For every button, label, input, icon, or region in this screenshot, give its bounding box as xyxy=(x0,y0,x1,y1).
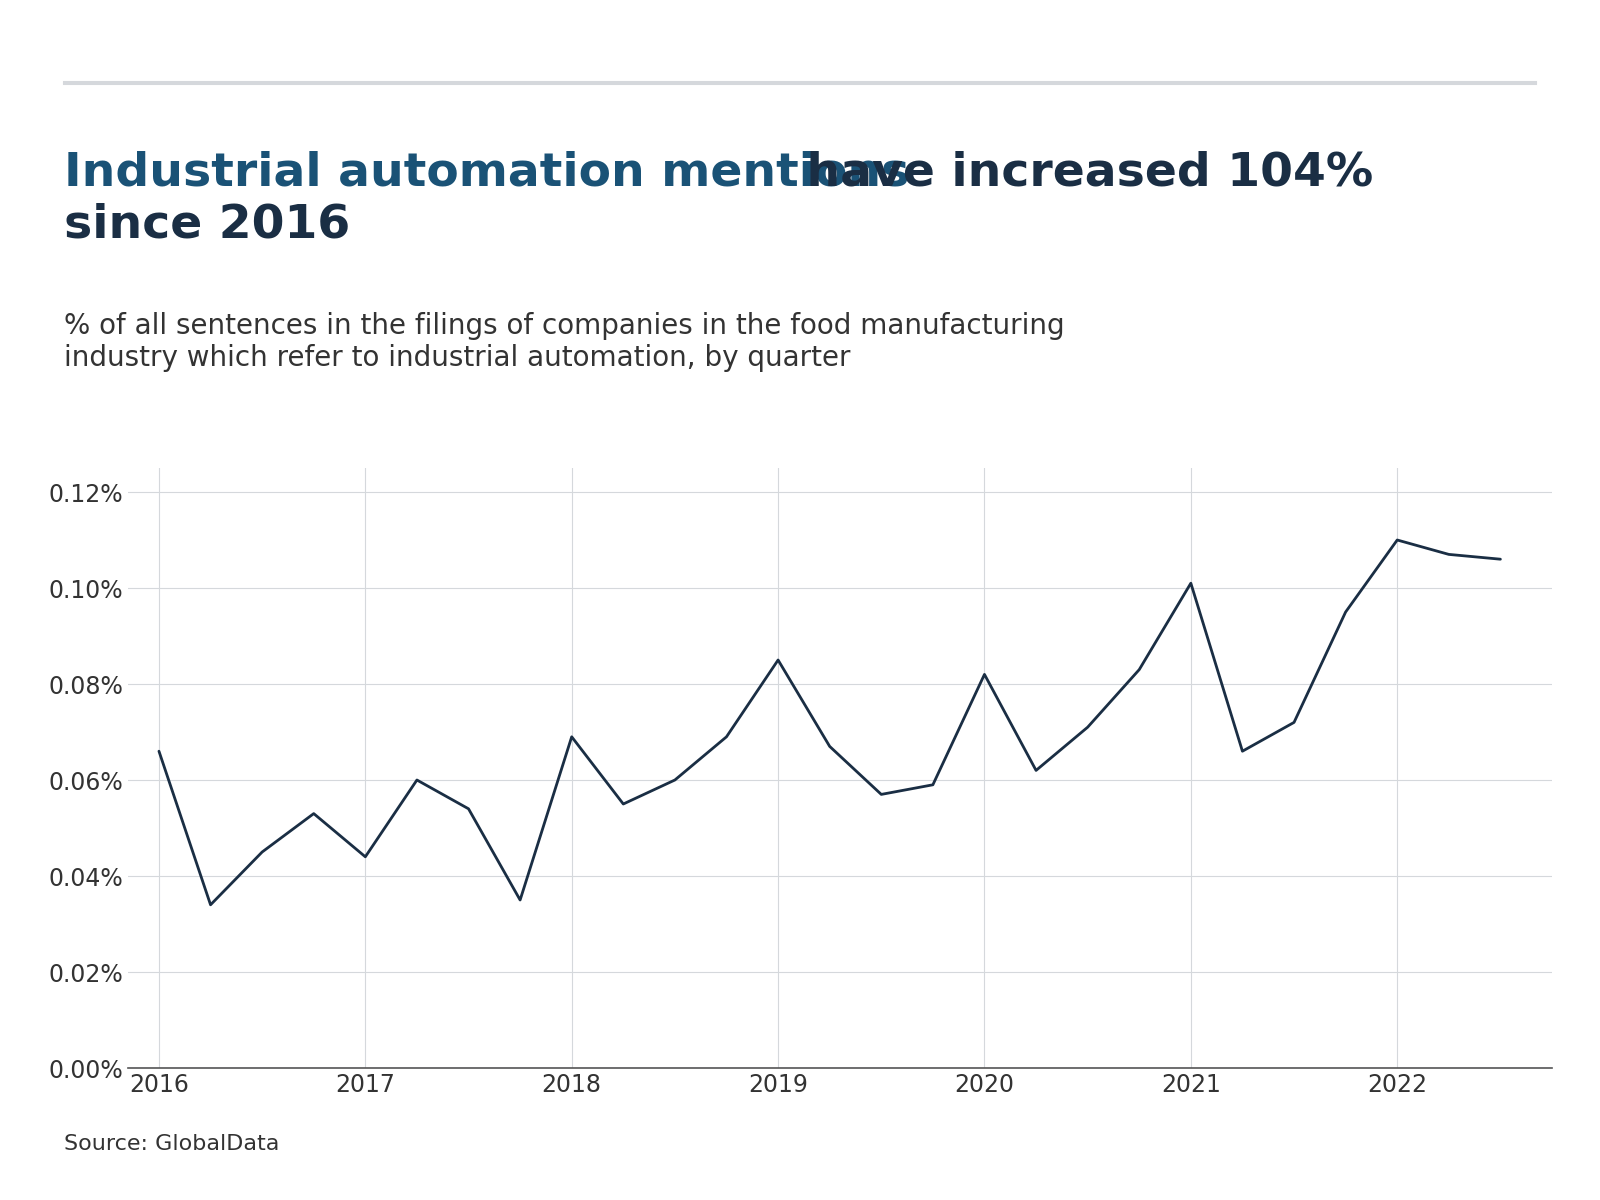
Text: Source: GlobalData: Source: GlobalData xyxy=(64,1134,280,1154)
Text: have increased 104%
since 2016: have increased 104% since 2016 xyxy=(64,150,1373,247)
Text: Industrial automation mentions: Industrial automation mentions xyxy=(64,150,926,194)
Text: % of all sentences in the filings of companies in the food manufacturing
industr: % of all sentences in the filings of com… xyxy=(64,312,1064,372)
